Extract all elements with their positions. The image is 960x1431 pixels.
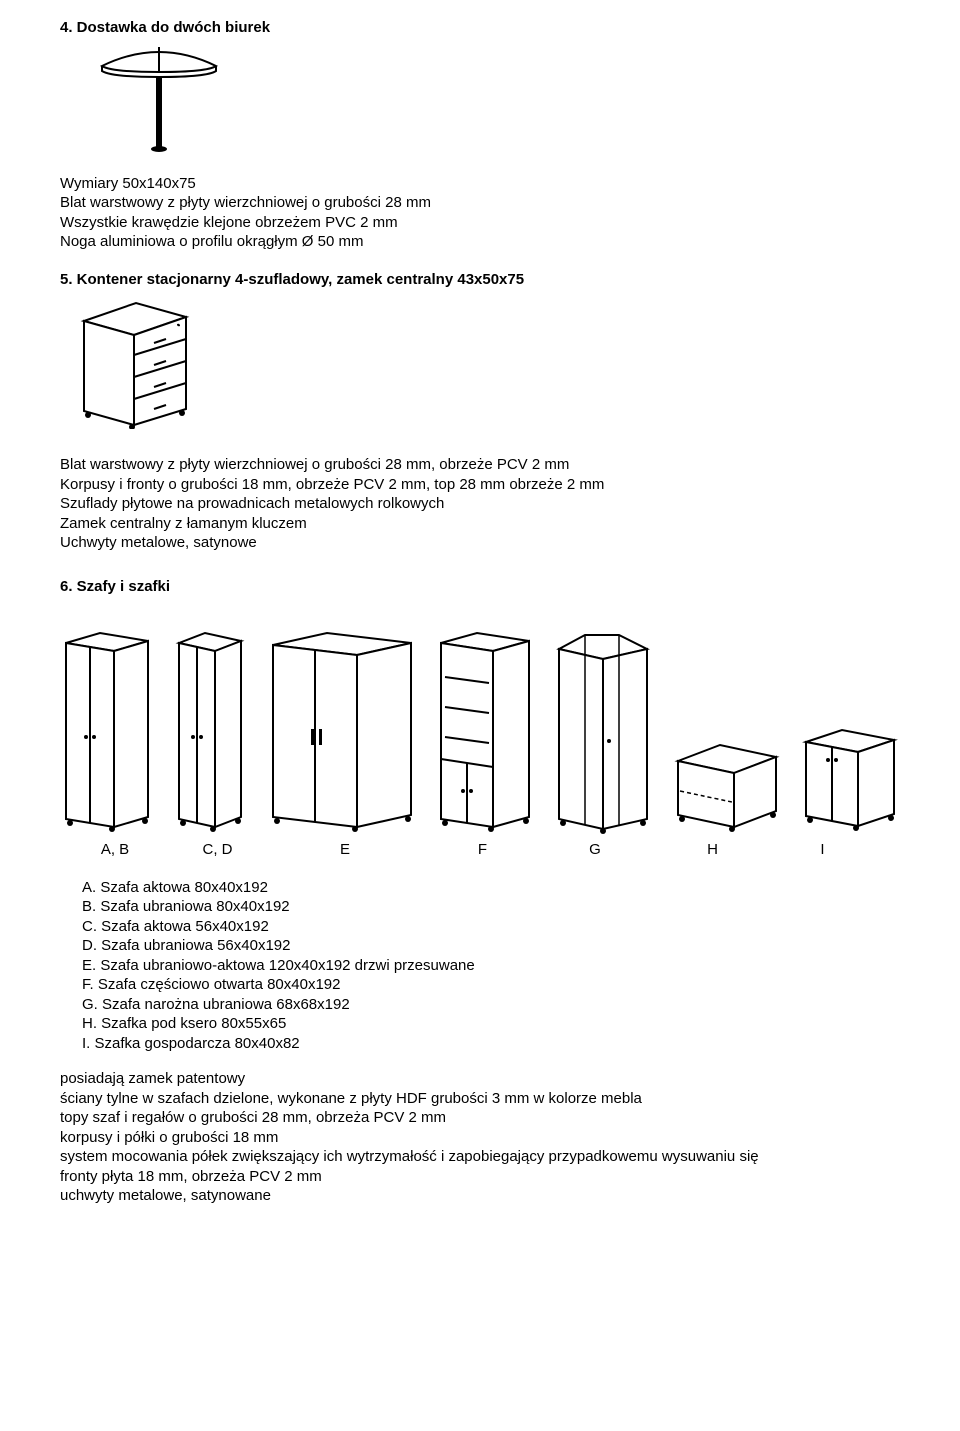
cabinet-ab-icon: [60, 629, 155, 834]
item-d: D. Szafa ubraniowa 56x40x192: [82, 936, 900, 956]
sec5-line1: Blat warstwowy z płyty wierzchniowej o g…: [60, 455, 900, 475]
sec4-line4: Noga aluminiowa o profilu okrągłym Ø 50 …: [60, 232, 900, 252]
sec4-illustration: [94, 44, 900, 154]
item-h: H. Szafka pod ksero 80x55x65: [82, 1014, 900, 1034]
note5: system mocowania półek zwiększający ich …: [60, 1147, 900, 1167]
cabinet-f-icon: [435, 629, 535, 834]
cabinet-g-icon: [553, 629, 653, 834]
label-ab: A, B: [60, 840, 170, 860]
note1: posiadają zamek patentowy: [60, 1069, 900, 1089]
sec4-line3: Wszystkie krawędzie klejone obrzeżem PVC…: [60, 213, 900, 233]
sec4-line2: Blat warstwowy z płyty wierzchniowej o g…: [60, 193, 900, 213]
item-a: A. Szafa aktowa 80x40x192: [82, 878, 900, 898]
note2: ściany tylne w szafach dzielone, wykonan…: [60, 1089, 900, 1109]
sec5-line4: Zamek centralny z łamanym kluczem: [60, 514, 900, 534]
label-cd: C, D: [170, 840, 265, 860]
item-b: B. Szafa ubraniowa 80x40x192: [82, 897, 900, 917]
sec4-heading: 4. Dostawka do dwóch biurek: [60, 18, 900, 38]
sec5-line5: Uchwyty metalowe, satynowe: [60, 533, 900, 553]
cabinet-i-icon: [800, 724, 900, 834]
sec4-line1: Wymiary 50x140x75: [60, 174, 900, 194]
note4: korpusy i półki o grubości 18 mm: [60, 1128, 900, 1148]
section-5: 5. Kontener stacjonarny 4-szufladowy, za…: [60, 270, 900, 553]
item-e: E. Szafa ubraniowo-aktowa 120x40x192 drz…: [82, 956, 900, 976]
item-f: F. Szafa częściowo otwarta 80x40x192: [82, 975, 900, 995]
sec5-illustration: [74, 299, 900, 429]
sec6-illustrations: [60, 614, 900, 834]
sec5-heading: 5. Kontener stacjonarny 4-szufladowy, za…: [60, 270, 900, 290]
sec4-body: Wymiary 50x140x75 Blat warstwowy z płyty…: [60, 174, 900, 252]
sec6-item-list: A. Szafa aktowa 80x40x192 B. Szafa ubran…: [82, 878, 900, 1054]
sec5-line3: Szuflady płytowe na prowadnicach metalow…: [60, 494, 900, 514]
sec5-body: Blat warstwowy z płyty wierzchniowej o g…: [60, 455, 900, 553]
label-f: F: [425, 840, 540, 860]
label-i: I: [775, 840, 870, 860]
item-g: G. Szafa narożna ubraniowa 68x68x192: [82, 995, 900, 1015]
section-6: 6. Szafy i szafki: [60, 577, 900, 1206]
cabinet-e-icon: [267, 629, 417, 834]
sec6-heading: 6. Szafy i szafki: [60, 577, 900, 597]
section-4: 4. Dostawka do dwóch biurek Wymiary 50x1…: [60, 18, 900, 252]
cabinet-cd-icon: [173, 629, 248, 834]
sec5-line2: Korpusy i fronty o grubości 18 mm, obrze…: [60, 475, 900, 495]
sec6-notes: posiadają zamek patentowy ściany tylne w…: [60, 1069, 900, 1206]
item-c: C. Szafa aktowa 56x40x192: [82, 917, 900, 937]
note6: fronty płyta 18 mm, obrzeża PCV 2 mm: [60, 1167, 900, 1187]
item-i: I. Szafka gospodarcza 80x40x82: [82, 1034, 900, 1054]
label-h: H: [650, 840, 775, 860]
note3: topy szaf i regałów o grubości 28 mm, ob…: [60, 1108, 900, 1128]
cabinet-h-icon: [672, 739, 782, 834]
label-g: G: [540, 840, 650, 860]
sec6-labels: A, B C, D E F G H I: [60, 840, 900, 860]
note7: uchwyty metalowe, satynowane: [60, 1186, 900, 1206]
label-e: E: [265, 840, 425, 860]
